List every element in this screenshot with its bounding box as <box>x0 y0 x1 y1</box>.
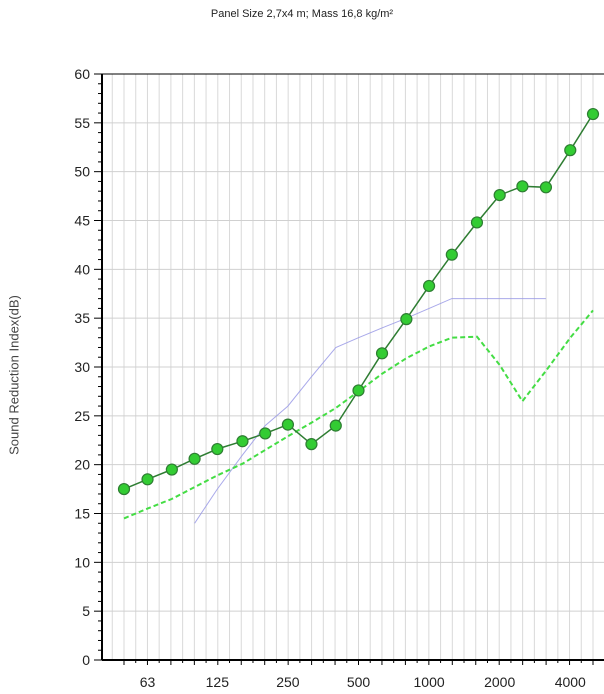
tick-labels: 0 5 10 15 20 25 30 35 40 45 50 55 60 63 125 250 500 1000 2… <box>74 66 586 690</box>
data-point <box>539 181 553 194</box>
x-tick-label: 4000 <box>555 674 586 690</box>
y-tick-label: 35 <box>74 310 90 326</box>
data-point <box>470 216 484 229</box>
y-tick-label: 30 <box>74 359 90 375</box>
y-tick-label: 20 <box>74 457 90 473</box>
y-tick-label: 10 <box>74 554 90 570</box>
data-point <box>305 438 318 451</box>
x-tick-label: 2000 <box>484 674 515 690</box>
x-tick-label: 1000 <box>414 674 445 690</box>
y-tick-label: 40 <box>74 261 90 277</box>
data-point <box>586 107 600 121</box>
x-tick-label: 63 <box>140 674 156 690</box>
y-tick-label: 60 <box>74 66 90 82</box>
data-point <box>259 427 272 440</box>
y-tick-label: 0 <box>82 652 90 668</box>
y-tick-label: 45 <box>74 213 90 229</box>
data-point <box>329 419 342 432</box>
data-point <box>564 144 577 157</box>
data-point <box>493 189 506 202</box>
data-point <box>141 473 154 486</box>
data-point <box>117 482 131 496</box>
data-point <box>281 418 295 431</box>
x-tick-label: 500 <box>347 674 371 690</box>
series-layer <box>117 107 600 524</box>
data-point <box>422 279 436 293</box>
x-tick-label: 125 <box>206 674 230 690</box>
chart-title: Panel Size 2,7x4 m; Mass 16,8 kg/m² <box>210 8 394 20</box>
y-tick-label: 55 <box>74 115 90 131</box>
y-tick-label: 50 <box>74 164 90 180</box>
data-point <box>165 463 178 476</box>
data-point <box>352 384 365 397</box>
series-line-2 <box>194 298 546 524</box>
y-tick-label: 25 <box>74 408 90 424</box>
grid-lines <box>102 73 604 660</box>
data-point <box>516 180 529 193</box>
data-point <box>188 452 201 465</box>
data-point <box>375 347 389 360</box>
data-point <box>445 248 458 261</box>
data-point <box>236 435 249 448</box>
axes <box>94 73 604 665</box>
data-point <box>400 313 413 326</box>
y-tick-label: 15 <box>74 506 90 522</box>
y-tick-label: 5 <box>82 603 90 619</box>
x-tick-label: 250 <box>276 674 300 690</box>
data-point <box>211 442 224 456</box>
